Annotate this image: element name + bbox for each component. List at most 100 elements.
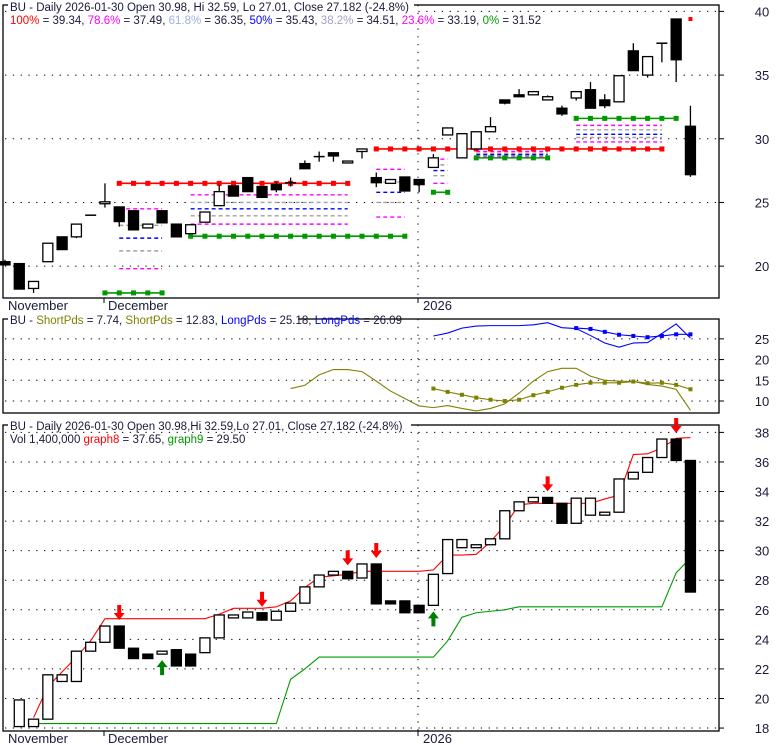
candle-up — [384, 178, 397, 184]
series-marker — [431, 386, 436, 391]
candle-up — [184, 224, 197, 235]
candle-up — [270, 610, 282, 621]
candle-down — [670, 18, 682, 61]
y-tick-label: 10 — [755, 394, 769, 409]
legend-label: graph9 — [168, 434, 204, 446]
series-marker — [502, 398, 507, 403]
candle-down — [242, 176, 254, 193]
candle-down — [399, 176, 411, 192]
level-marker — [602, 146, 608, 152]
y-tick-label: 22 — [755, 662, 769, 677]
signals-panel: 18 20 22 24 26 28 30 32 34 36 38 — [2, 418, 769, 736]
level-marker — [145, 180, 151, 186]
candle-down — [413, 604, 425, 614]
legend-value: = 7.74, — [84, 315, 126, 327]
y-tick-label: 36 — [755, 455, 769, 470]
fib-label: 78.6% — [88, 15, 121, 27]
candle-up — [627, 471, 639, 480]
candle-up — [284, 602, 297, 612]
fib-label: 61.8% — [169, 15, 202, 27]
level-marker — [145, 290, 151, 296]
y-tick-label: 15 — [755, 373, 769, 388]
candle-up — [299, 586, 311, 604]
series-line-shortpds — [290, 367, 691, 412]
level-marker — [659, 146, 665, 152]
level-marker — [330, 233, 336, 239]
level-marker — [473, 155, 479, 161]
level-marker — [430, 189, 436, 195]
indicator-legend: BU - ShortPds = 7.74, ShortPds = 12.83, … — [10, 315, 402, 327]
candle-down — [256, 185, 268, 199]
candle-down — [370, 176, 382, 184]
level-marker — [502, 146, 508, 152]
level-marker — [202, 233, 208, 239]
buy-arrow-icon — [156, 660, 168, 676]
y-tick-label: 38 — [755, 425, 769, 440]
candle-up — [527, 90, 540, 96]
candle-up — [527, 496, 540, 503]
candle-down — [599, 99, 611, 107]
y-tick-label: 20 — [755, 691, 769, 706]
level-marker — [345, 233, 351, 239]
level-marker — [516, 155, 522, 161]
series-marker — [531, 393, 536, 398]
candle-up — [613, 75, 625, 103]
level-marker — [630, 115, 636, 121]
x-label-november: November — [8, 731, 69, 745]
level-marker — [530, 155, 536, 161]
level-marker — [259, 180, 265, 186]
level-marker — [488, 146, 494, 152]
fib-label: 23.6% — [402, 15, 435, 27]
level-marker — [302, 233, 308, 239]
signals-panel-title: BU - Daily 2026-01-30 Open 30.98,Hi 32.5… — [10, 421, 403, 433]
candle-up — [484, 538, 497, 546]
level-marker — [573, 115, 579, 121]
series-marker — [645, 381, 650, 386]
level-marker — [388, 233, 394, 239]
candle-down — [0, 261, 11, 266]
candle-up — [470, 131, 482, 150]
series-marker — [674, 382, 679, 387]
level-marker — [316, 180, 322, 186]
level-marker — [159, 290, 165, 296]
candle-down — [170, 223, 183, 238]
level-marker — [216, 233, 222, 239]
candle-down — [127, 210, 140, 231]
candle-up — [70, 223, 83, 238]
legend-label: LongPds — [221, 315, 267, 327]
level-marker — [288, 233, 294, 239]
level-marker — [488, 155, 494, 161]
candle-up — [199, 637, 211, 654]
level-marker — [131, 290, 137, 296]
y-tick-label: 26 — [755, 603, 769, 618]
level-marker — [530, 146, 536, 152]
level-marker — [630, 146, 636, 152]
fib-label: 50% — [249, 15, 272, 27]
fib-value: = 39.34, — [39, 15, 87, 27]
candle-up — [442, 538, 454, 575]
sell-arrow-icon — [370, 542, 382, 558]
sell-arrow-icon — [670, 418, 682, 434]
candle-down — [541, 496, 554, 504]
level-marker — [587, 146, 593, 152]
y-tick-label: 25 — [755, 332, 769, 347]
fib-value: = 31.52 — [499, 15, 541, 27]
level-marker — [545, 155, 551, 161]
candle-down — [113, 625, 125, 649]
level-marker — [388, 146, 394, 152]
x-label-2026: 2026 — [423, 298, 452, 313]
series-marker — [474, 395, 479, 400]
series-marker — [674, 332, 679, 337]
candle-up — [42, 674, 54, 720]
candle-up — [227, 614, 240, 619]
candle-down — [499, 99, 511, 104]
series-marker — [688, 387, 693, 392]
series-marker — [688, 332, 693, 337]
panel-frame — [2, 318, 720, 414]
candle-down — [384, 600, 397, 605]
fib-value: = 33.19, — [434, 15, 482, 27]
level-marker — [402, 233, 408, 239]
candle-up — [456, 538, 468, 549]
candle-up — [499, 510, 511, 540]
candle-up — [99, 201, 111, 205]
